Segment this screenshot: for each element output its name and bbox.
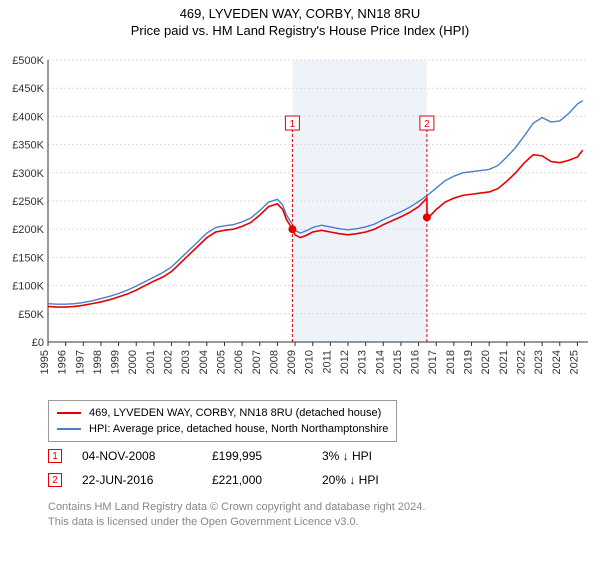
x-tick-label: 2006 — [233, 350, 245, 374]
sale-date: 04-NOV-2008 — [82, 449, 212, 463]
y-tick-label: £450K — [12, 83, 44, 95]
sale-marker-number: 2 — [424, 119, 430, 130]
x-tick-label: 2001 — [145, 350, 157, 374]
sale-marker-icon: 1 — [48, 449, 62, 463]
x-tick-label: 1999 — [110, 350, 122, 374]
legend-item: 469, LYVEDEN WAY, CORBY, NN18 8RU (detac… — [57, 405, 388, 421]
sale-row: 1 04-NOV-2008£199,9953% ↓ HPI — [48, 444, 442, 468]
x-tick-label: 1995 — [39, 350, 51, 374]
y-tick-label: £500K — [12, 55, 44, 67]
x-tick-label: 2025 — [568, 350, 580, 374]
x-tick-label: 2022 — [515, 350, 527, 374]
y-tick-label: £200K — [12, 224, 44, 236]
y-tick-label: £250K — [12, 196, 44, 208]
sale-marker-number: 1 — [290, 119, 296, 130]
y-tick-label: £400K — [12, 111, 44, 123]
x-tick-label: 2009 — [286, 350, 298, 374]
sale-price: £199,995 — [212, 449, 322, 463]
legend-swatch — [57, 428, 81, 430]
x-tick-label: 2011 — [321, 350, 333, 374]
x-tick-label: 2013 — [357, 350, 369, 374]
y-tick-label: £100K — [12, 281, 44, 293]
y-tick-label: £350K — [12, 140, 44, 152]
x-tick-label: 2024 — [551, 350, 563, 374]
x-tick-label: 2020 — [480, 350, 492, 374]
x-tick-label: 2012 — [339, 350, 351, 374]
x-tick-label: 2014 — [374, 350, 386, 374]
y-tick-label: £150K — [12, 252, 44, 264]
x-tick-label: 2019 — [463, 350, 475, 374]
page-title-line2: Price paid vs. HM Land Registry's House … — [0, 23, 600, 38]
x-tick-label: 2004 — [198, 350, 210, 374]
sale-date: 22-JUN-2016 — [82, 473, 212, 487]
sale-row: 2 22-JUN-2016£221,00020% ↓ HPI — [48, 468, 442, 492]
y-tick-label: £50K — [18, 309, 44, 321]
price-chart: £0 £50K £100K £150K £200K £250K £300K £350K £400… — [0, 54, 600, 394]
x-tick-label: 1998 — [92, 350, 104, 374]
x-tick-label: 2002 — [163, 350, 175, 374]
x-tick-label: 2005 — [215, 350, 227, 374]
legend-label: HPI: Average price, detached house, Nort… — [89, 423, 388, 435]
sale-price: £221,000 — [212, 473, 322, 487]
legend-item: HPI: Average price, detached house, Nort… — [57, 421, 388, 437]
x-tick-label: 2010 — [304, 350, 316, 374]
sale-hpi-delta: 20% ↓ HPI — [322, 473, 442, 487]
y-tick-label: £300K — [12, 168, 44, 180]
x-tick-label: 2023 — [533, 350, 545, 374]
x-tick-label: 2018 — [445, 350, 457, 374]
y-tick-label: £0 — [32, 337, 44, 349]
x-tick-label: 2021 — [498, 350, 510, 374]
sales-table: 1 04-NOV-2008£199,9953% ↓ HPI 2 22-JUN-2016… — [48, 444, 442, 492]
x-tick-label: 2000 — [127, 350, 139, 374]
sale-marker-icon: 2 — [48, 473, 62, 487]
legend-label: 469, LYVEDEN WAY, CORBY, NN18 8RU (detac… — [89, 407, 381, 419]
footer-line2: This data is licensed under the Open Gov… — [48, 515, 425, 530]
x-tick-label: 2017 — [427, 350, 439, 374]
x-tick-label: 2016 — [410, 350, 422, 374]
x-tick-label: 2015 — [392, 350, 404, 374]
sale-hpi-delta: 3% ↓ HPI — [322, 449, 442, 463]
x-tick-label: 2008 — [268, 350, 280, 374]
x-tick-label: 1997 — [74, 350, 86, 374]
legend: 469, LYVEDEN WAY, CORBY, NN18 8RU (detac… — [48, 400, 397, 442]
licence-footer: Contains HM Land Registry data © Crown c… — [48, 500, 425, 530]
footer-line1: Contains HM Land Registry data © Crown c… — [48, 500, 425, 515]
x-tick-label: 1996 — [57, 350, 69, 374]
x-tick-label: 2003 — [180, 350, 192, 374]
legend-swatch — [57, 412, 81, 414]
page-title-line1: 469, LYVEDEN WAY, CORBY, NN18 8RU — [0, 6, 600, 21]
x-tick-label: 2007 — [251, 350, 263, 374]
